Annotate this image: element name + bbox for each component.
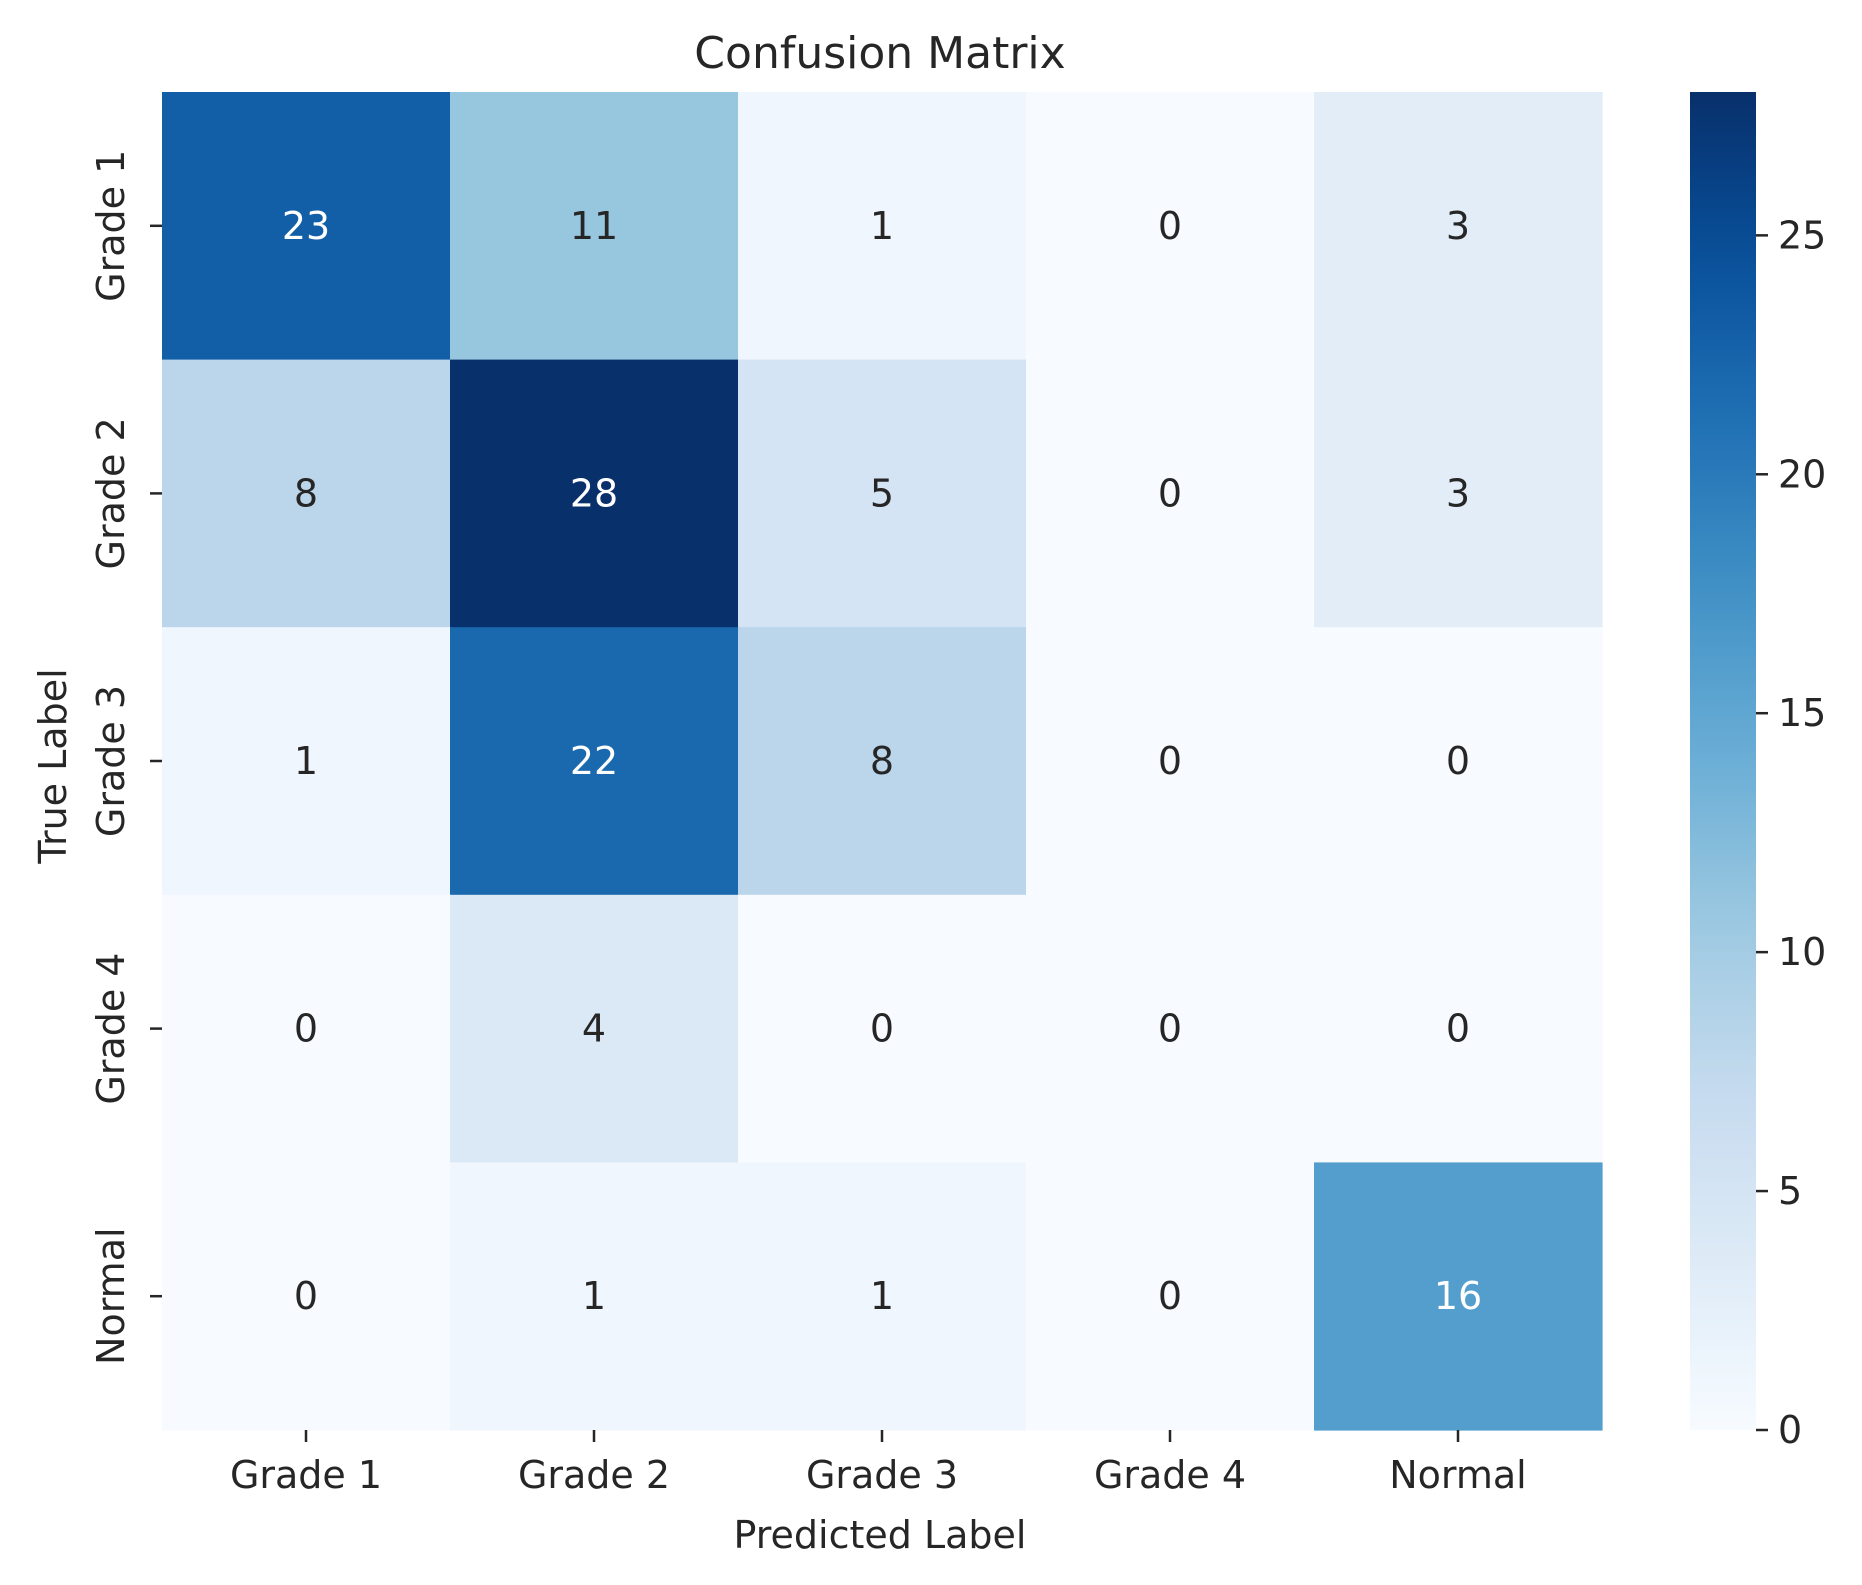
heatmap-cell bbox=[450, 92, 739, 361]
cell-value-label: 4 bbox=[582, 1007, 606, 1051]
cell-value-label: 22 bbox=[570, 739, 618, 783]
cell-value-label: 0 bbox=[1158, 204, 1182, 248]
cell-value-label: 11 bbox=[570, 204, 618, 248]
heatmap-cell bbox=[738, 359, 1027, 628]
cell-value-label: 0 bbox=[1446, 1007, 1470, 1051]
cell-value-label: 0 bbox=[1158, 739, 1182, 783]
heatmap-cell bbox=[1314, 627, 1603, 896]
heatmap-cell bbox=[1314, 1162, 1603, 1431]
heatmap-cell bbox=[1026, 1162, 1315, 1431]
colorbar-tick-label: 0 bbox=[1778, 1408, 1802, 1452]
cell-value-label: 1 bbox=[294, 739, 318, 783]
heatmap-cell bbox=[738, 894, 1027, 1163]
x-tick-label: Grade 2 bbox=[518, 1453, 670, 1497]
y-tick-label: Normal bbox=[89, 1227, 133, 1365]
heatmap-cell bbox=[162, 894, 451, 1163]
heatmap-cell bbox=[162, 1162, 451, 1431]
heatmap-cell bbox=[738, 92, 1027, 361]
cell-value-label: 0 bbox=[294, 1274, 318, 1318]
cell-value-label: 3 bbox=[1446, 471, 1470, 515]
chart-title: Confusion Matrix bbox=[694, 28, 1065, 79]
colorbar-tick-label: 5 bbox=[1778, 1169, 1802, 1213]
cell-value-label: 0 bbox=[294, 1007, 318, 1051]
heatmap-cell bbox=[1026, 92, 1315, 361]
colorbar-gradient bbox=[1690, 92, 1756, 1430]
colorbar-tick-label: 10 bbox=[1778, 930, 1826, 974]
y-tick-label: Grade 4 bbox=[89, 953, 133, 1105]
heatmap-cell bbox=[450, 1162, 739, 1431]
heatmap-cell bbox=[1026, 627, 1315, 896]
heatmap-cell bbox=[738, 627, 1027, 896]
heatmap-cell bbox=[1314, 92, 1603, 361]
heatmap-cell bbox=[1026, 894, 1315, 1163]
colorbar-ticks: 0 5 10 15 20 25 bbox=[1756, 213, 1826, 1452]
heatmap-cell bbox=[162, 92, 451, 361]
heatmap-cell bbox=[1314, 359, 1603, 628]
heatmap-cell bbox=[1026, 359, 1315, 628]
cell-value-label: 1 bbox=[582, 1274, 606, 1318]
cell-value-label: 0 bbox=[1446, 739, 1470, 783]
cell-value-label: 0 bbox=[870, 1007, 894, 1051]
cell-value-label: 0 bbox=[1158, 471, 1182, 515]
y-tick-label: Grade 3 bbox=[89, 685, 133, 837]
heatmap-cell bbox=[162, 627, 451, 896]
cell-value-label: 16 bbox=[1434, 1274, 1482, 1318]
cell-value-label: 1 bbox=[870, 1274, 894, 1318]
heatmap-cell bbox=[738, 1162, 1027, 1431]
cell-value-label: 0 bbox=[1158, 1007, 1182, 1051]
heatmap-grid bbox=[162, 92, 1603, 1431]
cell-value-label: 8 bbox=[294, 471, 318, 515]
x-tick-label: Grade 3 bbox=[806, 1453, 958, 1497]
colorbar-tick-label: 15 bbox=[1778, 691, 1826, 735]
cell-value-label: 5 bbox=[870, 471, 894, 515]
cell-value-label: 8 bbox=[870, 739, 894, 783]
cell-value-label: 1 bbox=[870, 204, 894, 248]
x-tick-label: Normal bbox=[1389, 1453, 1527, 1497]
colorbar-tick-label: 25 bbox=[1778, 213, 1826, 257]
y-axis: Grade 1 Grade 2 Grade 3 Grade 4 Normal bbox=[89, 150, 162, 1365]
x-axis-label: Predicted Label bbox=[734, 1513, 1027, 1557]
x-tick-label: Grade 1 bbox=[230, 1453, 382, 1497]
heatmap-cell bbox=[162, 359, 451, 628]
heatmap-cell bbox=[450, 627, 739, 896]
y-tick-label: Grade 2 bbox=[89, 417, 133, 569]
cell-value-labels: 23 11 1 0 38 28 5 0 31 22 8 0 00 4 0 0 00 1 1 0 16 bbox=[282, 204, 1482, 1318]
heatmap-cell bbox=[1314, 894, 1603, 1163]
cell-value-label: 28 bbox=[570, 471, 618, 515]
x-tick-label: Grade 4 bbox=[1094, 1453, 1246, 1497]
cell-value-label: 0 bbox=[1158, 1274, 1182, 1318]
heatmap-cell bbox=[450, 359, 739, 628]
x-axis: Grade 1 Grade 2 Grade 3 Grade 4 Normal bbox=[230, 1430, 1527, 1497]
heatmap-cell bbox=[450, 894, 739, 1163]
y-tick-label: Grade 1 bbox=[89, 150, 133, 302]
cell-value-label: 3 bbox=[1446, 204, 1470, 248]
colorbar-tick-label: 20 bbox=[1778, 452, 1826, 496]
y-axis-label: True Label bbox=[31, 668, 75, 864]
colorbar: 0 5 10 15 20 25 bbox=[1690, 92, 1826, 1452]
cell-value-label: 23 bbox=[282, 204, 330, 248]
